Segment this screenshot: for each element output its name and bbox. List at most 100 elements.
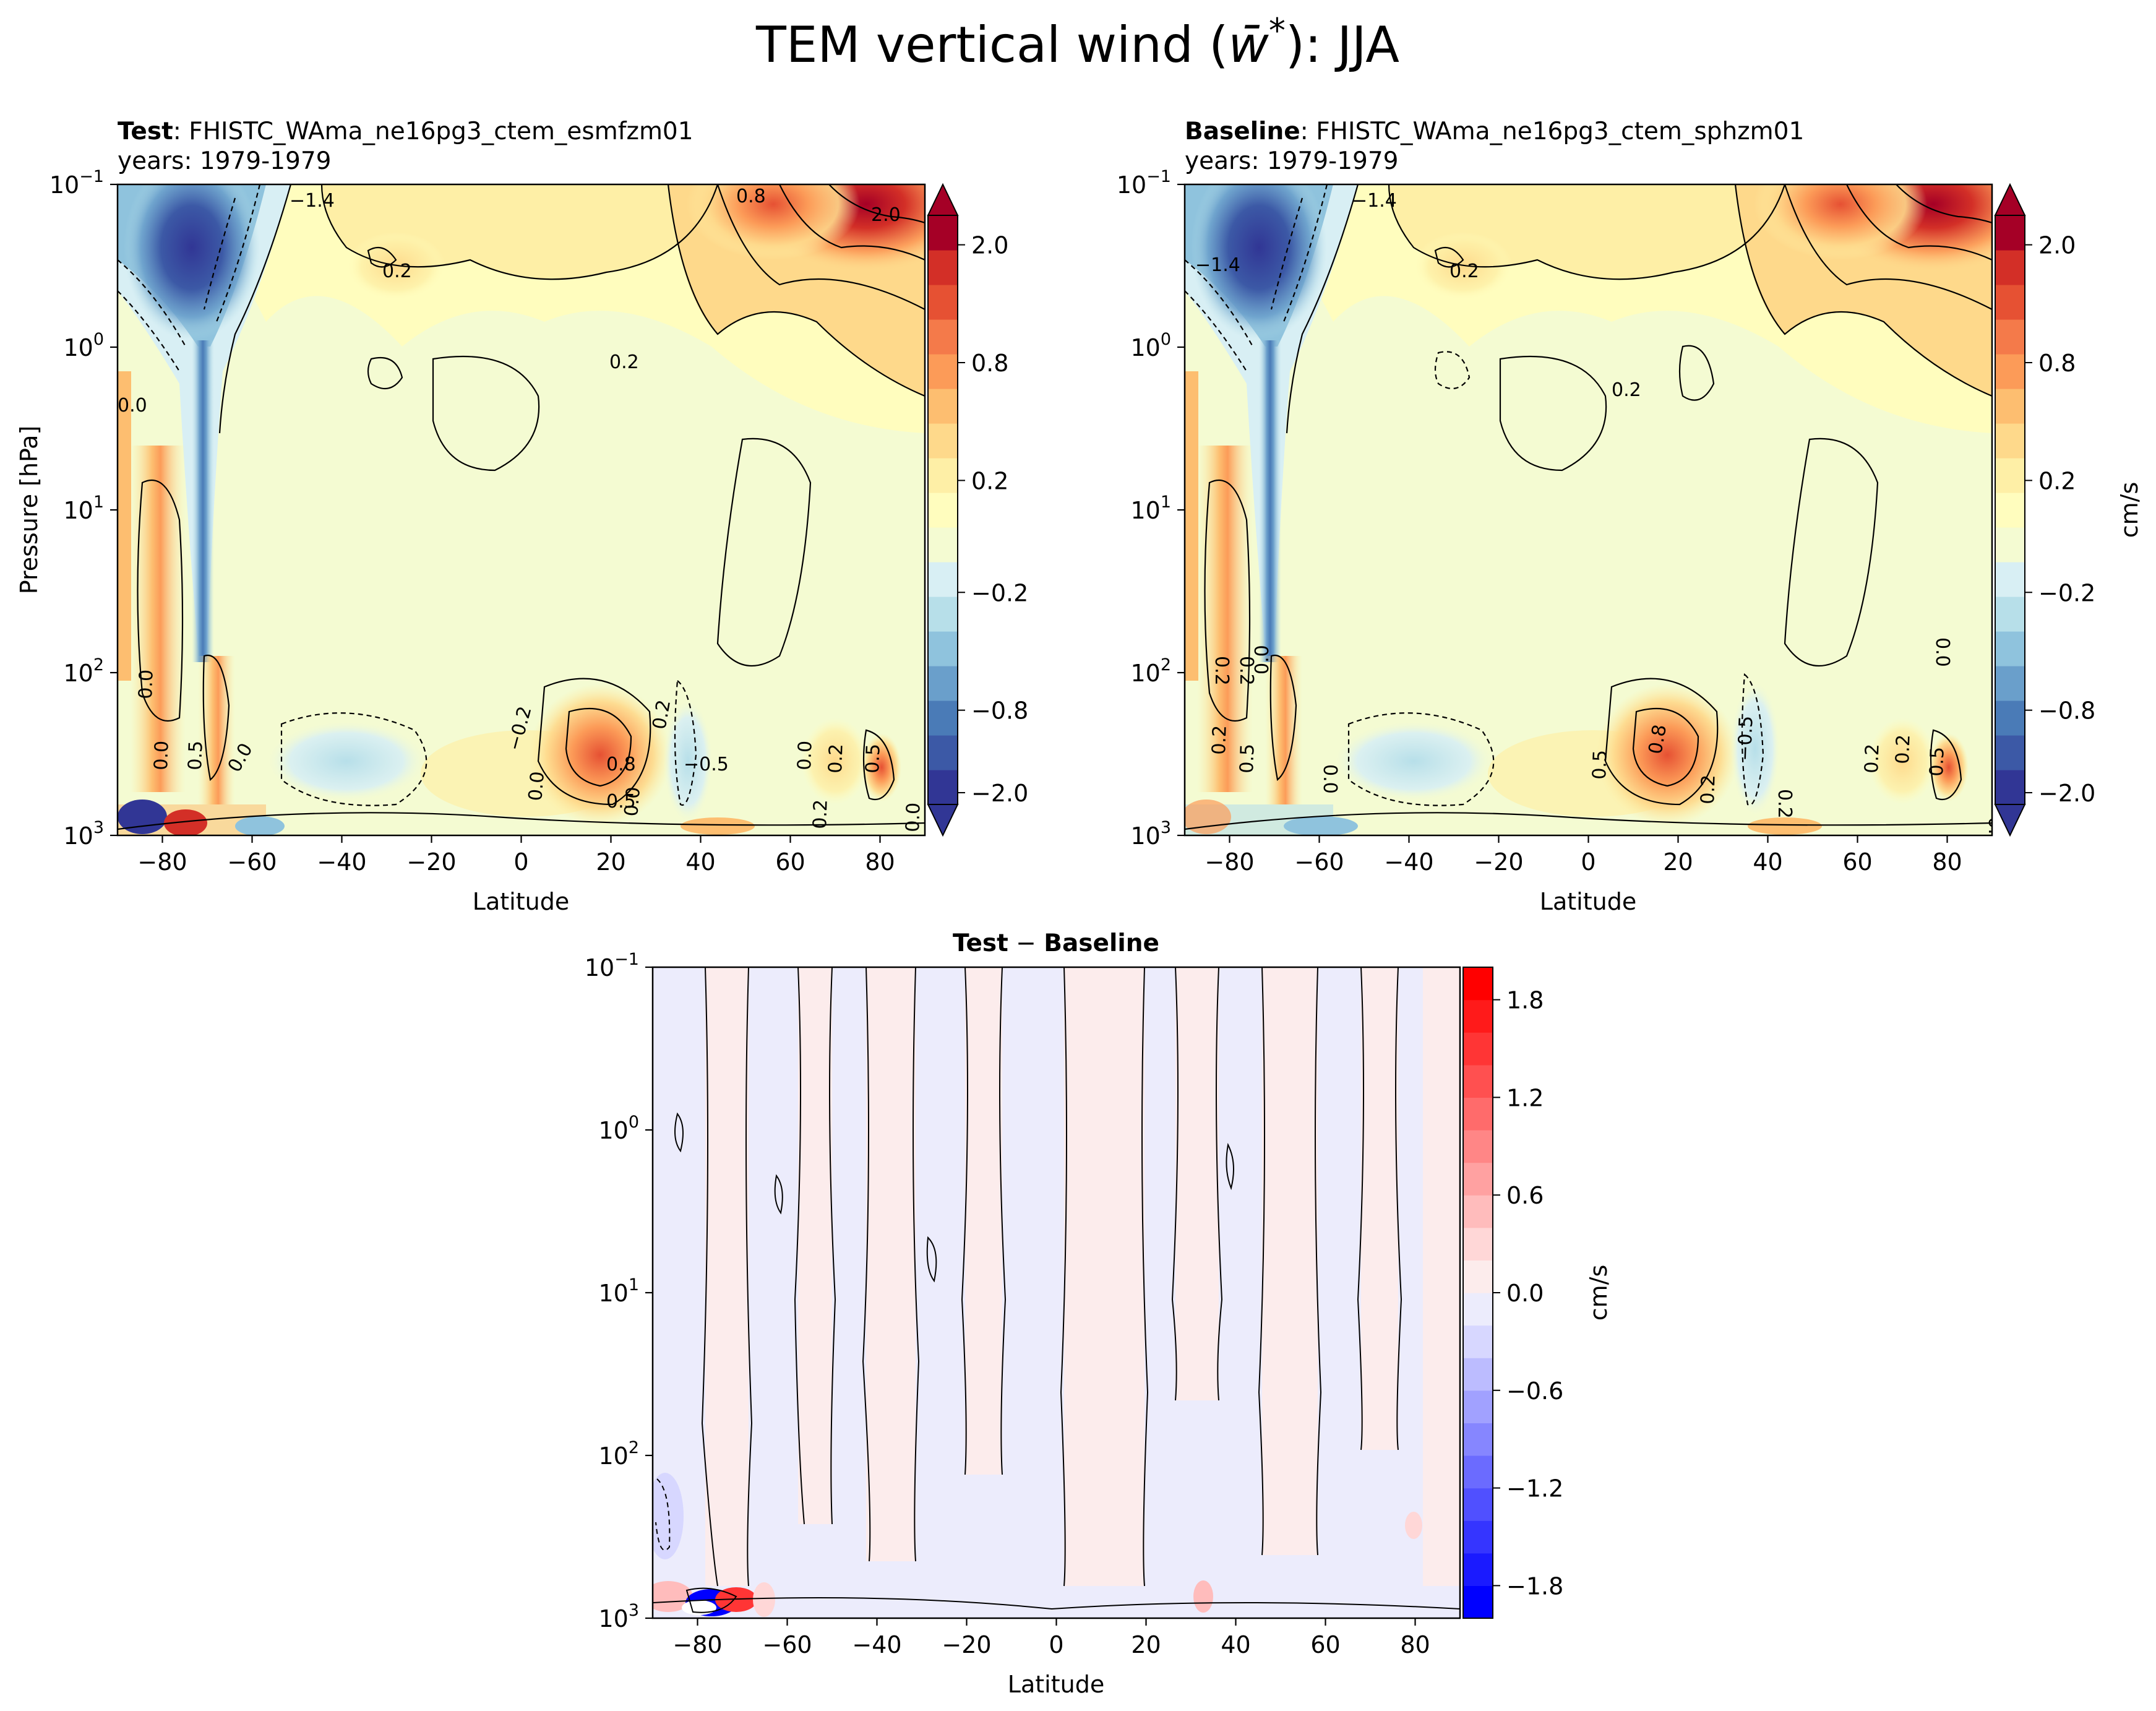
x-tick-label: −80 <box>137 848 187 876</box>
figure-title: TEM vertical wind (w̄*): JJA <box>755 11 1399 74</box>
y-tick-label: 10−1 <box>49 167 104 199</box>
panel-difference-title: Test − Baseline <box>953 929 1159 957</box>
panel-baseline-contour-labels: −1.4 −1.4 0.2 0.2 0.0 0.2 0.0 0.2 0.8 −0… <box>1195 190 1992 835</box>
colorbar-band <box>928 423 958 459</box>
colorbar-band <box>928 354 958 389</box>
y-tick-label: 101 <box>1130 493 1171 524</box>
panel-baseline-field: −1.4 −1.4 0.2 0.2 0.0 0.2 0.0 0.2 0.8 −0… <box>1185 184 1992 835</box>
panel-difference: Test − Baseline <box>585 929 1612 1698</box>
colorbar-band <box>928 597 958 632</box>
colorbar-band <box>1995 527 2025 562</box>
colorbar-tick-label: 2.0 <box>971 232 1008 259</box>
colorbar-tick-label: −1.2 <box>1506 1475 1563 1502</box>
colorbar-band <box>928 389 958 424</box>
x-tick-label: 20 <box>1663 848 1693 876</box>
colorbar-tick-label: −2.0 <box>2038 780 2095 807</box>
panel-test-title: Test: FHISTC_WAma_ne16pg3_ctem_esmfzm01 <box>118 118 694 145</box>
contour-label: 0.2 <box>809 799 832 829</box>
x-tick-label: 40 <box>1753 848 1782 876</box>
colorbar-band <box>1463 1325 1493 1358</box>
colorbar-tick-label: −0.6 <box>1506 1377 1563 1405</box>
panel-baseline-xlabel: Latitude <box>1540 888 1636 915</box>
colorbar-band <box>1463 1358 1493 1391</box>
x-tick-label: −60 <box>1294 848 1344 876</box>
panel-test-contour-labels: −1.4 0.8 2.0 0.2 0.2 0.0 0.8 0.5 −0.5 −0… <box>118 186 925 832</box>
colorbar-band <box>1463 1488 1493 1521</box>
colorbar-band <box>1995 666 2025 701</box>
colorbar-band <box>928 493 958 528</box>
colorbar-band <box>1463 1130 1493 1163</box>
x-tick-label: 0 <box>1581 848 1596 876</box>
x-tick-label: 60 <box>775 848 805 876</box>
colorbar-band <box>1995 215 2025 251</box>
contour-label: −0.5 <box>1734 715 1758 761</box>
colorbar-tick-label: −0.2 <box>2038 579 2095 606</box>
y-tick-label: 103 <box>598 1601 639 1632</box>
contour-label: 0.0 <box>902 802 925 832</box>
contour-label: −1.4 <box>1195 254 1240 276</box>
colorbar-tick-label: −0.8 <box>2038 697 2095 725</box>
panel-baseline-subtitle: years: 1979-1979 <box>1185 147 1398 175</box>
x-tick-label: −40 <box>317 848 366 876</box>
contour-label: 0.0 <box>150 740 173 770</box>
colorbar-band <box>1463 1293 1493 1326</box>
colorbar-band <box>1463 1032 1493 1066</box>
contour-label: 0.0 <box>135 669 158 699</box>
contour-label: 0.2 <box>1211 656 1232 686</box>
x-tick-label: 60 <box>1842 848 1872 876</box>
contour-label: 0.0 <box>794 740 817 770</box>
x-tick-label: −80 <box>672 1631 722 1658</box>
colorbar-band <box>928 319 958 355</box>
colorbar-band <box>1995 493 2025 528</box>
colorbar-tick-label: 1.2 <box>1506 1084 1544 1111</box>
x-tick-label: −60 <box>227 848 277 876</box>
colorbar-band <box>1463 1162 1493 1196</box>
contour-label: 0.0 <box>1252 645 1273 674</box>
y-tick-label: 101 <box>63 493 104 524</box>
y-tick-label: 100 <box>63 330 104 361</box>
contour-label: 2.0 <box>871 204 901 226</box>
panel-test-ylabel: Pressure [hPa] <box>15 426 43 595</box>
colorbar-band <box>928 562 958 597</box>
colorbar-band <box>928 770 958 805</box>
colorbar-band <box>1995 597 2025 632</box>
x-tick-label: −40 <box>1384 848 1433 876</box>
colorbar-band <box>1463 1227 1493 1261</box>
colorbar-band <box>928 735 958 770</box>
colorbar-band <box>1463 1423 1493 1456</box>
contour-label: −1.4 <box>1352 190 1397 212</box>
colorbar-band <box>1995 389 2025 424</box>
colorbar-tick-label: 0.6 <box>1506 1182 1544 1209</box>
x-tick-label: 0 <box>513 848 528 876</box>
y-tick-label: 10−1 <box>1117 167 1171 199</box>
panel-difference-xlabel: Latitude <box>1008 1671 1104 1698</box>
colorbar-band <box>1463 1520 1493 1554</box>
colorbar-band <box>1463 1097 1493 1131</box>
x-tick-label: 80 <box>1932 848 1962 876</box>
colorbar-tick-label: −2.0 <box>971 780 1028 807</box>
contour-label: 0.2 <box>648 698 675 731</box>
contour-label: 0.5 <box>184 740 207 770</box>
colorbar-band <box>928 458 958 493</box>
colorbar-band <box>1463 1064 1493 1098</box>
colorbar-band <box>1995 770 2025 805</box>
x-tick-label: −60 <box>762 1631 812 1658</box>
panel-test-field: −1.4 0.8 2.0 0.2 0.2 0.0 0.8 0.5 −0.5 −0… <box>118 184 925 835</box>
contour-label: 0.5 <box>606 791 636 812</box>
colorbar-band <box>928 285 958 320</box>
colorbar-band <box>1995 735 2025 770</box>
colorbar-tick-label: −0.2 <box>971 579 1028 606</box>
contour-label: 0.0 <box>1931 637 1953 667</box>
y-tick-label: 101 <box>598 1275 639 1307</box>
panel-baseline: Baseline: FHISTC_WAma_ne16pg3_ctem_sphzm… <box>1117 118 2143 915</box>
colorbar-extend-min <box>1994 804 2026 837</box>
contour-label: 0.2 <box>1235 656 1257 686</box>
panel-test-xlabel: Latitude <box>473 888 569 915</box>
colorbar-band <box>928 250 958 285</box>
colorbar-tick-label: −1.8 <box>1506 1572 1563 1600</box>
contour-label: 0.2 <box>1697 774 1720 804</box>
colorbar-tick-label: 0.8 <box>2038 350 2076 377</box>
panel-test-subtitle: years: 1979-1979 <box>118 147 331 175</box>
colorbar-band <box>1463 1195 1493 1228</box>
x-tick-label: 60 <box>1310 1631 1340 1658</box>
